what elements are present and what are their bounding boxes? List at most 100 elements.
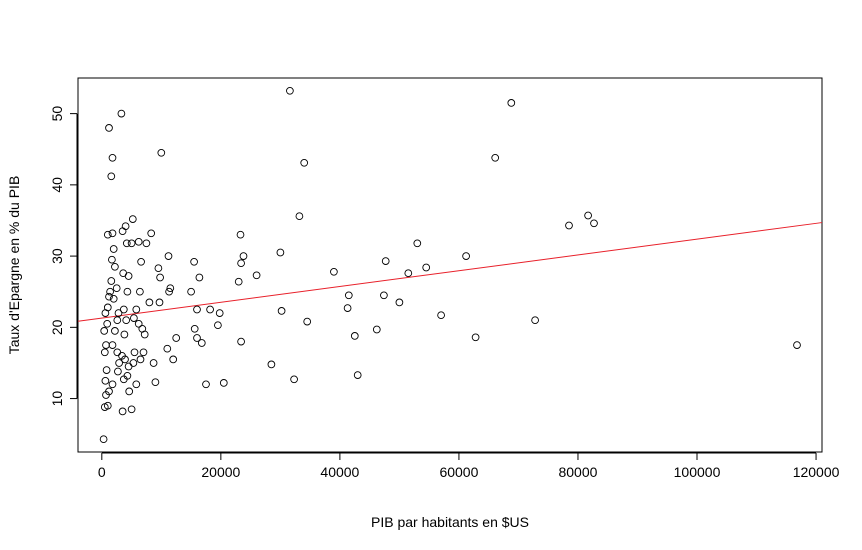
data-point [106, 287, 114, 296]
data-point [119, 305, 128, 314]
data-point [134, 237, 143, 246]
data-point [151, 378, 160, 387]
data-point [187, 287, 195, 296]
data-point [350, 332, 359, 340]
x-tick-label: 40000 [320, 464, 359, 480]
data-point [109, 294, 118, 303]
data-point [531, 316, 539, 325]
data-point [111, 262, 119, 271]
data-point [286, 86, 294, 95]
data-point [136, 355, 145, 364]
data-point [140, 330, 149, 339]
y-axis: 10 20 30 40 50 [49, 106, 78, 407]
data-point [239, 252, 248, 260]
data-point [471, 333, 480, 342]
x-tick-label: 100000 [674, 464, 721, 480]
x-tick-label: 120000 [793, 464, 840, 480]
data-point [100, 327, 109, 335]
data-point [155, 298, 164, 307]
data-point [303, 317, 312, 326]
data-point [132, 305, 141, 314]
x-tick-label: 20000 [201, 464, 240, 480]
data-point [115, 359, 123, 367]
data-point [172, 334, 181, 342]
x-tick-label: 60000 [439, 464, 478, 480]
data-point [108, 341, 117, 349]
data-point [422, 263, 431, 272]
data-point [122, 239, 131, 248]
data-point [237, 259, 245, 268]
data-point [197, 339, 206, 347]
data-point [121, 222, 130, 231]
data-point [330, 267, 338, 276]
data-point [118, 227, 127, 236]
data-point [590, 219, 598, 228]
data-point [127, 239, 136, 248]
y-tick-label: 10 [49, 391, 65, 407]
data-point [127, 405, 136, 414]
y-tick-label: 40 [49, 177, 65, 193]
data-point [113, 348, 122, 357]
data-point [122, 316, 131, 325]
data-point [100, 348, 109, 357]
data-point [295, 212, 304, 221]
data-point [793, 341, 801, 349]
data-point [109, 245, 118, 253]
regression-line [77, 222, 823, 322]
data-point [190, 324, 199, 333]
data-point [267, 360, 276, 369]
data-point [118, 407, 127, 416]
data-point [584, 211, 592, 220]
data-point [290, 375, 298, 384]
data-point [142, 239, 151, 248]
y-tick-label: 20 [49, 319, 65, 335]
points-layer [99, 86, 801, 444]
data-point [149, 359, 158, 367]
data-point [195, 273, 204, 282]
data-point [137, 257, 145, 266]
data-point [107, 277, 116, 285]
data-point [114, 309, 123, 317]
data-point [156, 273, 164, 282]
data-point [163, 344, 172, 353]
data-point [123, 287, 132, 296]
data-point [132, 380, 141, 389]
data-point [462, 252, 470, 260]
data-point [136, 287, 144, 296]
x-axis: 0 20000 40000 60000 80000 100000 120000 [98, 452, 840, 480]
data-point [124, 362, 133, 371]
data-point [404, 269, 413, 278]
data-point [129, 359, 138, 367]
data-point [107, 172, 116, 181]
data-point [105, 387, 113, 396]
data-point [234, 277, 243, 286]
data-point [276, 248, 285, 257]
x-tick-label: 80000 [558, 464, 597, 480]
data-point [343, 304, 352, 312]
data-point [125, 387, 134, 396]
data-point [113, 316, 122, 325]
data-point [413, 239, 422, 248]
data-point [214, 321, 222, 330]
data-point [193, 334, 201, 342]
x-axis-title: PIB par habitants en $US [371, 514, 529, 530]
y-tick-label: 30 [49, 248, 65, 264]
data-point [102, 341, 110, 349]
data-point [139, 348, 148, 357]
data-point [134, 319, 143, 328]
data-point [353, 371, 362, 379]
data-point [380, 291, 388, 300]
data-point [117, 109, 126, 118]
data-point [277, 307, 286, 315]
data-point [130, 314, 138, 322]
data-point [166, 284, 175, 293]
data-point [252, 271, 261, 280]
data-point [164, 252, 173, 260]
x-tick-label: 0 [98, 464, 106, 480]
y-axis-title: Taux d'Epargne en % du PIB [6, 176, 22, 355]
data-point [157, 148, 166, 157]
data-point [236, 230, 245, 239]
data-point [121, 355, 129, 364]
data-point [99, 435, 108, 444]
